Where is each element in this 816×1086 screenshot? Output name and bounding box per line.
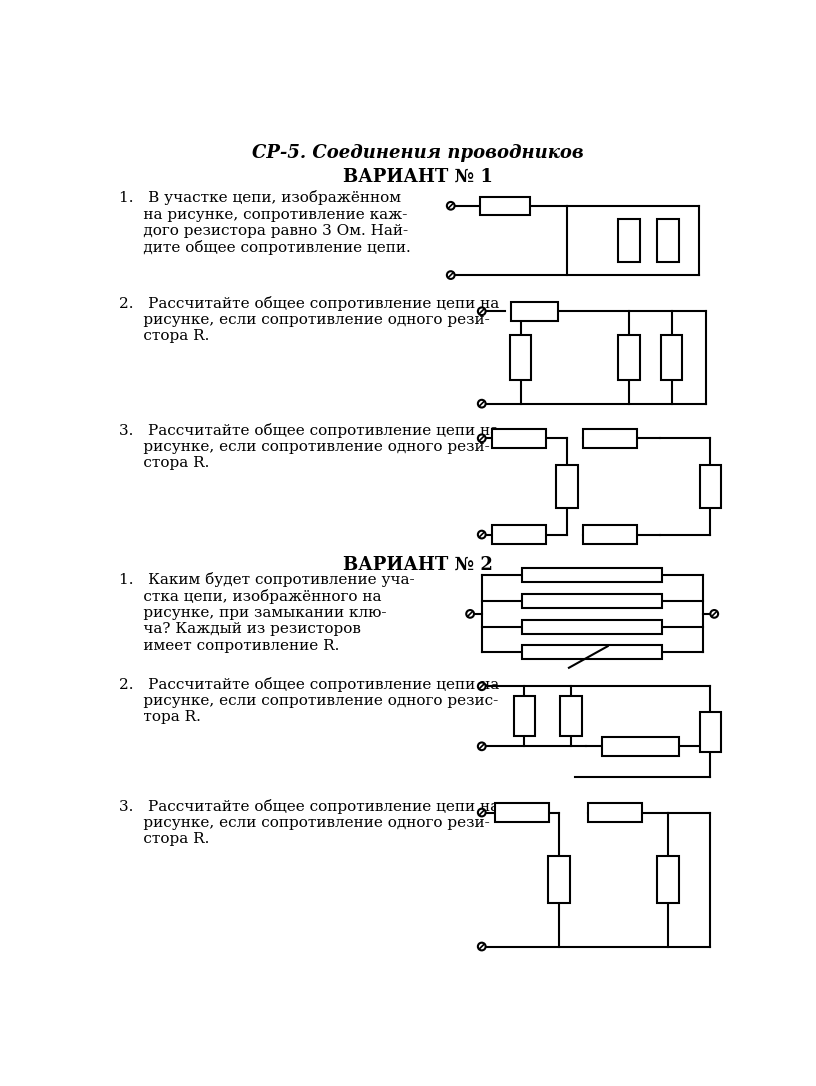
Circle shape (466, 610, 474, 618)
Circle shape (478, 943, 486, 950)
Bar (619, 219, 640, 262)
Circle shape (478, 682, 486, 690)
Circle shape (478, 400, 486, 407)
Bar (548, 857, 570, 902)
Bar (522, 620, 662, 633)
Circle shape (478, 307, 486, 315)
Circle shape (478, 743, 486, 750)
Bar (657, 857, 679, 902)
Circle shape (447, 202, 455, 210)
Bar (511, 302, 557, 320)
Bar (560, 696, 582, 736)
Bar (583, 526, 636, 544)
Text: 1.   В участке цепи, изображённом
     на рисунке, сопротивление каж-
     дого : 1. В участке цепи, изображённом на рисун… (119, 190, 410, 255)
Circle shape (711, 610, 718, 618)
Bar (495, 804, 549, 822)
Circle shape (478, 809, 486, 817)
Text: 2.   Рассчитайте общее сопротивление цепи на
     рисунке, если сопротивление од: 2. Рассчитайте общее сопротивление цепи … (119, 677, 499, 724)
Bar (522, 568, 662, 582)
Bar (492, 526, 546, 544)
Text: ВАРИАНТ № 1: ВАРИАНТ № 1 (344, 167, 493, 186)
Bar (619, 336, 640, 380)
Bar (602, 737, 680, 756)
Text: ВАРИАНТ № 2: ВАРИАНТ № 2 (344, 556, 493, 574)
Text: 2.   Рассчитайте общее сопротивление цепи на
     рисунке, если сопротивление од: 2. Рассчитайте общее сопротивление цепи … (119, 295, 499, 343)
Circle shape (447, 272, 455, 279)
Bar (522, 645, 662, 659)
Bar (699, 465, 721, 507)
Bar (699, 711, 721, 752)
Bar (657, 219, 679, 262)
Bar (513, 696, 535, 736)
Text: 3.   Рассчитайте общее сопротивление цепи на
     рисунке, если сопротивление од: 3. Рассчитайте общее сопротивление цепи … (119, 422, 499, 470)
Bar (588, 804, 642, 822)
Bar (492, 429, 546, 447)
Bar (480, 197, 530, 215)
Circle shape (478, 434, 486, 442)
Text: 1.   Каким будет сопротивление уча-
     стка цепи, изображённого на
     рисунк: 1. Каким будет сопротивление уча- стка ц… (119, 571, 415, 653)
Text: СР-5. Соединения проводников: СР-5. Соединения проводников (252, 144, 584, 162)
Bar (510, 336, 531, 380)
Bar (557, 465, 578, 507)
Text: 3.   Рассчитайте общее сопротивление цепи на
     рисунке, если сопротивление од: 3. Рассчитайте общее сопротивление цепи … (119, 798, 499, 846)
Circle shape (478, 531, 486, 539)
Bar (522, 594, 662, 608)
Bar (661, 336, 682, 380)
Bar (583, 429, 636, 447)
